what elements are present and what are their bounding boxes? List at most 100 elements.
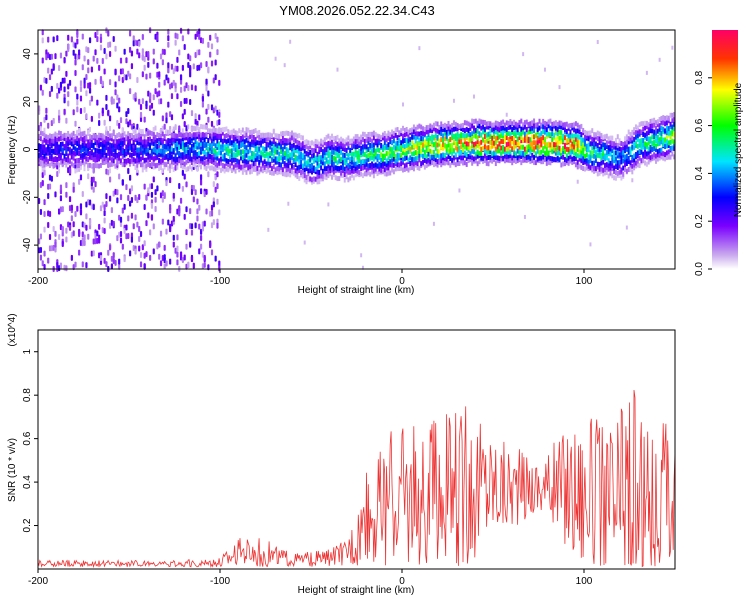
heatmap-cell <box>589 130 592 136</box>
heatmap-cell <box>68 133 71 139</box>
heatmap-cell <box>445 144 448 150</box>
heatmap-cell <box>145 51 148 58</box>
heatmap-cell <box>398 146 401 152</box>
heatmap-cell <box>596 161 599 167</box>
heatmap-cell <box>48 211 52 218</box>
heatmap-cell <box>356 171 359 177</box>
heatmap-cell <box>651 128 654 134</box>
heatmap-cell <box>108 146 111 152</box>
heatmap-cell <box>152 248 155 255</box>
heatmap-cell <box>312 165 315 171</box>
heatmap-cell <box>307 151 310 157</box>
heatmap-cell <box>296 139 299 145</box>
heatmap-cell <box>143 252 146 259</box>
heatmap-cell <box>482 129 485 135</box>
heatmap-cell <box>673 146 676 152</box>
heatmap-cell <box>50 68 53 75</box>
heatmap-cell <box>112 220 115 227</box>
heatmap-cell <box>351 172 354 178</box>
heatmap-cell <box>580 123 583 129</box>
heatmap-cell <box>125 233 128 240</box>
heatmap-cell <box>74 146 77 152</box>
heatmap-cell <box>341 138 344 144</box>
heatmap-cell <box>625 139 628 145</box>
heatmap-cell <box>99 153 102 159</box>
heatmap-cell <box>294 162 297 168</box>
heatmap-cell <box>472 94 475 99</box>
heatmap-cell <box>567 160 570 166</box>
heatmap-cell <box>156 34 159 41</box>
heatmap-cell <box>199 137 202 143</box>
heatmap-cell <box>240 129 243 135</box>
heatmap-cell <box>170 132 173 138</box>
heatmap-cell <box>671 128 674 134</box>
heatmap-cell <box>458 160 461 166</box>
heatmap-cell <box>447 126 450 132</box>
heatmap-cell <box>649 155 652 161</box>
heatmap-cell <box>154 155 157 161</box>
heatmap-cell <box>571 122 574 128</box>
heatmap-cell <box>178 158 181 164</box>
heatmap-cell <box>201 225 204 232</box>
heatmap-cell <box>520 138 523 144</box>
heatmap-cell <box>172 148 175 154</box>
heatmap-cell <box>576 179 579 184</box>
heatmap-cell <box>449 156 452 162</box>
heatmap-cell <box>361 144 364 150</box>
heatmap-cell <box>476 149 479 155</box>
heatmap-cell <box>48 74 52 81</box>
heatmap-cell <box>349 150 352 156</box>
heatmap-cell <box>620 167 623 173</box>
heatmap-cell <box>103 204 106 211</box>
heatmap-cell <box>105 168 108 175</box>
heatmap-cell <box>156 91 159 98</box>
heatmap-cell <box>179 132 182 138</box>
heatmap-cell <box>602 171 605 177</box>
heatmap-cell <box>81 237 84 244</box>
heatmap-cell <box>147 212 150 219</box>
heatmap-cell <box>412 166 415 172</box>
heatmap-cell <box>159 164 162 170</box>
heatmap-cell <box>332 142 335 148</box>
heatmap-cell <box>212 131 215 137</box>
heatmap-cell <box>489 128 492 134</box>
heatmap-cell <box>227 143 230 149</box>
heatmap-cell <box>154 148 157 154</box>
heatmap-cell <box>327 153 330 159</box>
heatmap-cell <box>434 121 437 127</box>
heatmap-cell <box>285 146 288 152</box>
heatmap-cell <box>118 173 121 180</box>
heatmap-cell <box>533 127 536 133</box>
heatmap-cell <box>245 132 248 138</box>
heatmap-cell <box>469 137 472 143</box>
heatmap-cell <box>90 163 93 169</box>
heatmap-cell <box>138 157 141 163</box>
heatmap-cell <box>70 132 73 138</box>
heatmap-cell <box>614 159 617 165</box>
heatmap-cell <box>392 150 395 156</box>
heatmap-cell <box>303 143 306 149</box>
heatmap-cell <box>81 137 84 143</box>
heatmap-cell <box>290 130 293 136</box>
heatmap-cell <box>645 142 648 148</box>
heatmap-cell <box>179 27 183 34</box>
heatmap-cell <box>594 144 597 150</box>
heatmap-cell <box>671 112 674 118</box>
heatmap-cell <box>207 128 210 134</box>
heatmap-cell <box>351 151 354 157</box>
heatmap-cell <box>121 135 124 141</box>
heatmap-cell <box>503 138 506 144</box>
heatmap-cell <box>214 130 217 136</box>
heatmap-cell <box>456 157 459 163</box>
heatmap-cell <box>476 128 479 134</box>
heatmap-cell <box>270 133 273 139</box>
heatmap-cell <box>405 127 408 133</box>
heatmap-cell <box>471 160 474 166</box>
heatmap-cell <box>387 145 390 151</box>
heatmap-cell <box>145 220 148 227</box>
heatmap-cell <box>65 265 68 272</box>
heatmap-cell <box>125 134 128 140</box>
heatmap-cell <box>134 150 137 156</box>
heatmap-cell <box>258 162 261 168</box>
heatmap-cell <box>383 167 386 173</box>
